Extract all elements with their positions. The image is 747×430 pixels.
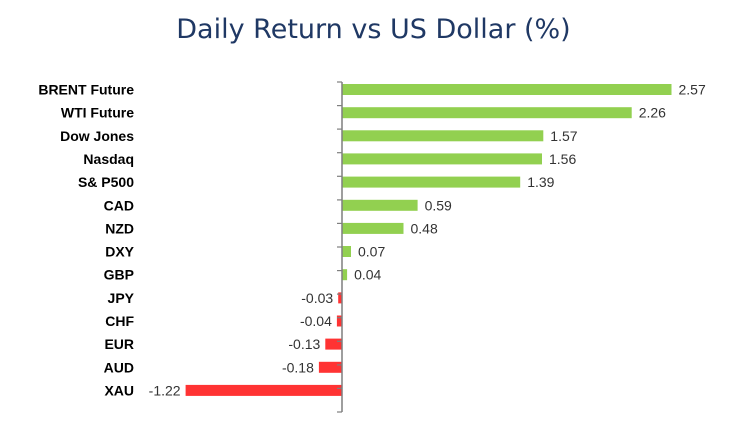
- value-label-chf: -0.04: [300, 313, 332, 329]
- value-label-cad: 0.59: [425, 197, 452, 213]
- value-label-jpy: -0.03: [301, 290, 333, 306]
- bar-s-p500: [342, 176, 521, 188]
- value-label-s-p500: 1.39: [527, 174, 554, 190]
- category-label-xau: XAU: [104, 382, 134, 398]
- category-label-eur: EUR: [104, 336, 134, 352]
- value-label-nasdaq: 1.56: [549, 151, 576, 167]
- value-label-wti-future: 2.26: [639, 105, 666, 121]
- category-label-cad: CAD: [104, 197, 134, 213]
- category-label-nzd: NZD: [105, 220, 134, 236]
- chart-title: Daily Return vs US Dollar (%): [176, 14, 571, 45]
- value-label-eur: -0.13: [288, 336, 320, 352]
- category-label-dow-jones: Dow Jones: [60, 128, 134, 144]
- bar-aud: [318, 361, 342, 373]
- value-label-dow-jones: 1.57: [550, 128, 577, 144]
- category-label-nasdaq: Nasdaq: [83, 151, 134, 167]
- value-label-nzd: 0.48: [411, 220, 438, 236]
- axis-layer: [337, 81, 343, 413]
- bar-nasdaq: [342, 153, 542, 165]
- value-label-dxy: 0.07: [358, 244, 385, 260]
- value-label-aud: -0.18: [282, 359, 314, 375]
- value-label-brent-future: 2.57: [679, 82, 706, 98]
- category-label-jpy: JPY: [108, 290, 135, 306]
- value-label-gbp: 0.04: [354, 267, 381, 283]
- category-labels: BRENT Future WTI Future Dow Jones Nasdaq S& …: [38, 82, 134, 399]
- category-label-gbp: GBP: [104, 267, 134, 283]
- bar-nzd: [342, 222, 404, 234]
- bar-jpy: [338, 292, 342, 304]
- bar-dow-jones: [342, 130, 544, 142]
- bar-chf: [336, 315, 342, 327]
- bar-brent-future: [342, 84, 672, 95]
- bar-cad: [342, 199, 418, 211]
- value-label-xau: -1.22: [149, 382, 181, 398]
- bar-eur: [325, 338, 342, 350]
- category-label-aud: AUD: [104, 359, 134, 375]
- bar-wti-future: [342, 107, 632, 119]
- value-labels: 2.57 2.26 1.57 1.56 1.39 0.59 0.48 0.07 0.04 -0.0…: [149, 82, 706, 399]
- bar-gbp: [342, 269, 348, 281]
- bars-layer: [185, 84, 672, 396]
- category-label-s-p500: S& P500: [78, 174, 134, 190]
- category-label-brent-future: BRENT Future: [38, 82, 134, 98]
- category-label-chf: CHF: [105, 313, 134, 329]
- bar-dxy: [342, 246, 351, 257]
- bar-xau: [185, 384, 342, 396]
- category-label-wti-future: WTI Future: [61, 105, 134, 121]
- category-label-dxy: DXY: [105, 244, 134, 260]
